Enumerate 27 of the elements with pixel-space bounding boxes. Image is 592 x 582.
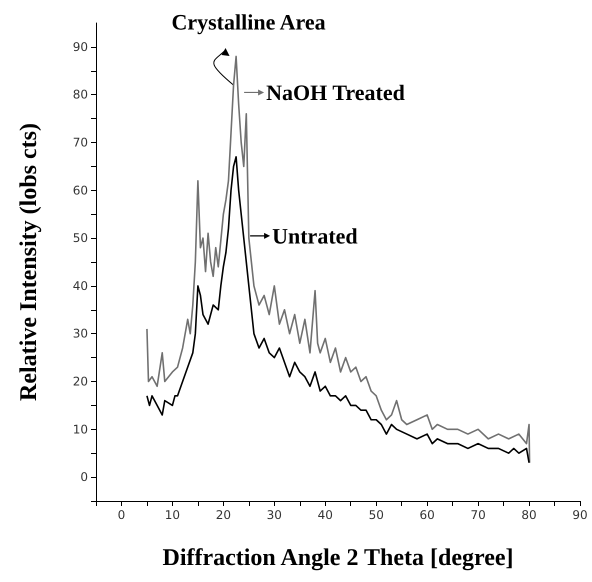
legend-label: NaOH Treated <box>266 80 405 105</box>
y-tick-label: 80 <box>72 88 88 102</box>
y-tick-label: 30 <box>72 326 88 341</box>
x-axis-title: Diffraction Angle 2 Theta [degree] <box>162 545 514 571</box>
x-tick-label: 80 <box>521 508 537 522</box>
y-tick-label: 20 <box>72 374 88 388</box>
x-tick-label: 10 <box>164 508 180 522</box>
y-tick-label: 70 <box>72 136 88 150</box>
y-tick-label: 60 <box>72 183 88 198</box>
y-tick-label: 10 <box>72 422 88 436</box>
y-axis-title: Relative Intensity (lobs cts) <box>16 123 42 401</box>
y-tick-label: 90 <box>72 40 88 54</box>
y-tick-label: 0 <box>80 470 88 484</box>
x-tick-label: 30 <box>266 508 282 522</box>
x-tick-label: 90 <box>572 508 588 522</box>
legend-label: Untrated <box>272 223 358 248</box>
annotation: Crystalline Area <box>171 10 326 34</box>
x-tick-label: 40 <box>318 508 333 522</box>
line-series <box>146 156 530 464</box>
x-tick-label: 20 <box>216 508 232 522</box>
x-tick-label: 60 <box>420 508 435 522</box>
y-tick-label: 40 <box>72 278 88 293</box>
x-tick-label: 0 <box>118 508 126 522</box>
x-tick-label: 50 <box>368 508 384 522</box>
x-tick-label: 70 <box>470 508 486 522</box>
line-series <box>146 56 530 464</box>
y-tick-label: 50 <box>72 231 88 246</box>
